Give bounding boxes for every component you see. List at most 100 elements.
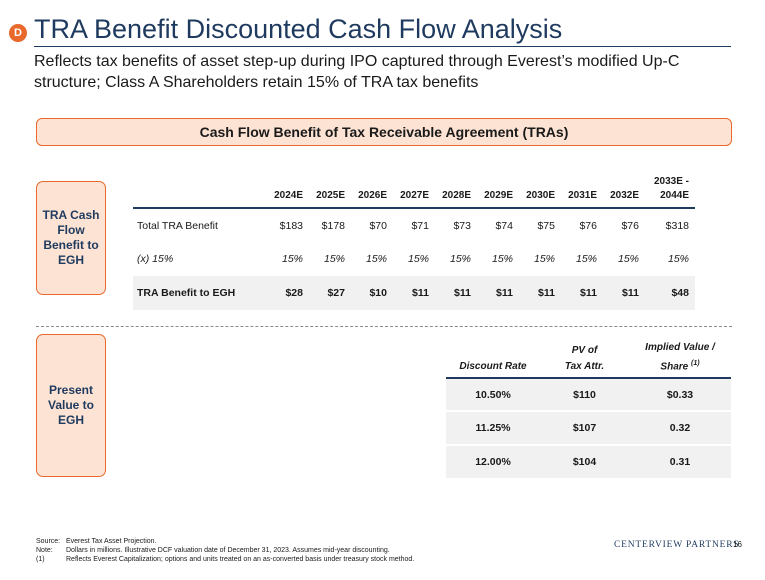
- pv-cell-pv: $110: [540, 378, 629, 411]
- pv-cell-implied: 0.32: [629, 412, 731, 445]
- pv-spacer-cell: [446, 410, 731, 413]
- tra-cell: $10: [348, 276, 390, 310]
- tra-cell: $74: [495, 219, 513, 232]
- tra-table-header-row: 2024E 2025E 2026E 2027E 2028E 2029E 2030…: [133, 174, 695, 209]
- pv-cell-pv: $107: [540, 412, 629, 445]
- pv-cell-pv: $104: [540, 446, 629, 479]
- tra-cell: $27: [306, 276, 348, 310]
- pv-table-row: 12.00% $104 0.31: [446, 446, 731, 479]
- tra-cell: $28: [264, 276, 306, 310]
- tra-cell: $76: [579, 219, 597, 232]
- tra-row-label: TRA Benefit to EGH: [133, 276, 264, 310]
- tra-row-label: Total TRA Benefit: [137, 219, 218, 232]
- tra-header-blank: [133, 174, 264, 209]
- pv-cell-rate: 12.00%: [446, 446, 540, 479]
- present-value-table: Discount Rate PV of Tax Attr. Implied Va…: [446, 340, 731, 479]
- pv-header-pv-tax-attr: PV of Tax Attr.: [540, 340, 629, 380]
- pv-cell-implied: $0.33: [629, 378, 731, 411]
- pv-cell-rate: 10.50%: [446, 378, 540, 411]
- page-title: TRA Benefit Discounted Cash Flow Analysi…: [34, 14, 563, 44]
- tra-cell: 15%: [491, 253, 513, 265]
- tra-cell: $183: [279, 219, 303, 232]
- tra-table-row: TRA Benefit to EGH $28 $27 $10 $11 $11 $11 $11 $…: [133, 276, 695, 310]
- section-badge: D: [9, 24, 27, 42]
- footnote-key: Note:: [36, 547, 53, 554]
- tra-col-header: 2025E: [306, 174, 348, 209]
- tra-cell: $318: [665, 219, 689, 232]
- pv-cell-rate: 11.25%: [446, 412, 540, 445]
- side-label-present-value: Present Value to EGH: [36, 334, 106, 477]
- footnote-text: Everest Tax Asset Projection.: [66, 538, 157, 545]
- tra-table-row: Total TRA Benefit $183 $178 $70 $71 $73 $74 $75…: [133, 208, 695, 242]
- tra-col-header: 2029E: [474, 174, 516, 209]
- footnote-row: (1) Reflects Everest Capitalization; opt…: [36, 555, 414, 564]
- tra-cell: 15%: [575, 253, 597, 265]
- tra-cell: $71: [411, 219, 429, 232]
- tra-cell: 15%: [667, 253, 689, 265]
- implied-header-line1: Implied Value /: [645, 342, 715, 353]
- tra-cell: 15%: [323, 253, 345, 265]
- tra-col-header-last: 2033E -2044E: [642, 174, 695, 209]
- tra-cell: $48: [642, 276, 695, 310]
- tra-cell: $70: [369, 219, 387, 232]
- footnote-text: Reflects Everest Capitalization; options…: [66, 556, 415, 563]
- tra-cell: $178: [321, 219, 345, 232]
- tra-benefit-table: 2024E 2025E 2026E 2027E 2028E 2029E 2030…: [133, 174, 695, 310]
- footnotes: Source: Everest Tax Asset Projection. No…: [36, 537, 414, 564]
- tra-cell: $73: [453, 219, 471, 232]
- tra-cell: 15%: [365, 253, 387, 265]
- implied-header-line2: Share: [660, 361, 689, 373]
- tra-cell: $11: [432, 276, 474, 310]
- tra-col-header: 2031E: [558, 174, 600, 209]
- tra-cell: $11: [516, 276, 558, 310]
- tra-cell: $75: [537, 219, 555, 232]
- tra-table-row: (x) 15% 15% 15% 15% 15% 15% 15% 15% 15% 15% 15%: [133, 242, 695, 276]
- tra-col-header: 2030E: [516, 174, 558, 209]
- tra-col-header: 2026E: [348, 174, 390, 209]
- footnote-row: Note: Dollars in millions. Illustrative …: [36, 546, 414, 555]
- tra-cell: 15%: [449, 253, 471, 265]
- pv-header-implied-value: Implied Value / Share (1): [629, 340, 731, 380]
- pv-header-line1: PV of: [571, 345, 598, 357]
- pv-table-row: 10.50% $110 $0.33: [446, 378, 731, 411]
- tra-cell: $11: [558, 276, 600, 310]
- tra-table-body: Total TRA Benefit $183 $178 $70 $71 $73 $74 $75…: [133, 208, 695, 310]
- footnote-ref-1: (1): [691, 360, 700, 367]
- side-label-tra-text: TRA Cash Flow Benefit to EGH: [42, 208, 100, 267]
- side-label-pv-text: Present Value to EGH: [47, 383, 94, 427]
- pv-row-spacer: [446, 410, 731, 413]
- tra-row-label: (x) 15%: [137, 253, 174, 265]
- section-banner: Cash Flow Benefit of Tax Receivable Agre…: [36, 118, 732, 146]
- tra-cell: 15%: [617, 253, 639, 265]
- pv-table-header-row: Discount Rate PV of Tax Attr. Implied Va…: [446, 340, 731, 380]
- section-divider-dashed: [36, 326, 732, 327]
- tra-cell: 15%: [533, 253, 555, 265]
- title-divider: [34, 46, 731, 47]
- footnote-key: Source:: [36, 538, 61, 545]
- pv-header-line2: Tax Attr.: [564, 361, 605, 373]
- company-logo: CENTERVIEW PARTNERS: [614, 540, 740, 550]
- tra-col-header: 2028E: [432, 174, 474, 209]
- footnote-text: Dollars in millions. Illustrative DCF va…: [66, 547, 390, 554]
- tra-cell: $11: [600, 276, 642, 310]
- tra-cell: 15%: [281, 253, 303, 265]
- pv-table-body: 10.50% $110 $0.33 11.25% $107 0.32 12.00% $104 0…: [446, 378, 731, 479]
- pv-table-row: 11.25% $107 0.32: [446, 412, 731, 445]
- footnote-key: (1): [36, 556, 45, 563]
- pv-cell-implied: 0.31: [629, 446, 731, 479]
- tra-cell: $76: [621, 219, 639, 232]
- tra-cell: 15%: [407, 253, 429, 265]
- pv-spacer-cell: [446, 444, 731, 447]
- tra-cell: $11: [390, 276, 432, 310]
- page-subtitle: Reflects tax benefits of asset step-up d…: [34, 53, 680, 91]
- tra-col-header: 2027E: [390, 174, 432, 209]
- tra-col-header: 2024E: [264, 174, 306, 209]
- tra-col-header-last-text: 2033E -2044E: [653, 176, 689, 201]
- pv-header-discount-rate: Discount Rate: [446, 340, 540, 380]
- side-label-tra-cash-flow: TRA Cash Flow Benefit to EGH: [36, 181, 106, 295]
- tra-cell: $11: [474, 276, 516, 310]
- pv-row-spacer: [446, 444, 731, 447]
- footnote-row: Source: Everest Tax Asset Projection.: [36, 537, 414, 546]
- page-number: 16: [733, 540, 742, 549]
- tra-col-header: 2032E: [600, 174, 642, 209]
